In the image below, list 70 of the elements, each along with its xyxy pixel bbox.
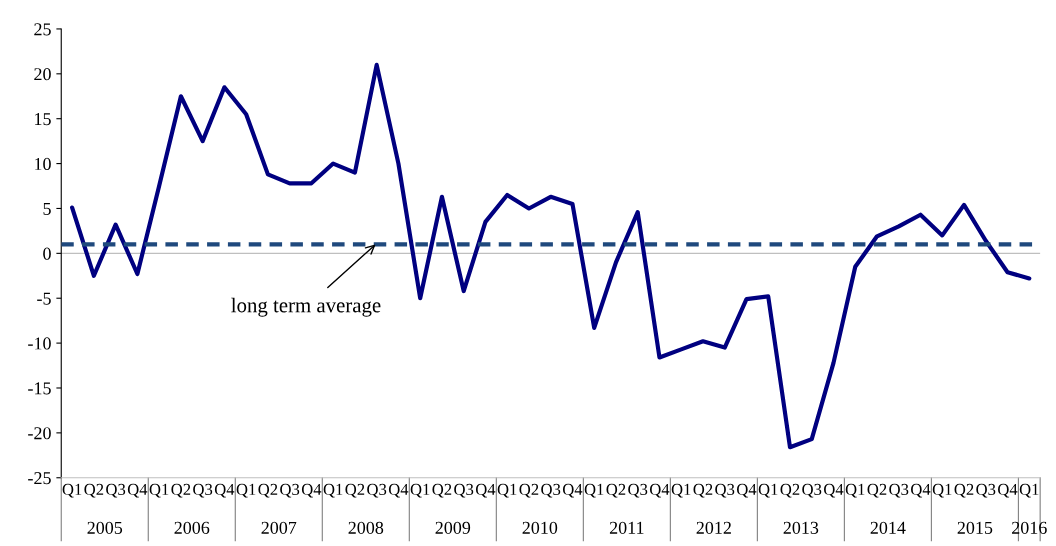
x-tick-label: Q2 [780,483,800,498]
y-tick-label: 0 [43,247,51,260]
x-tick-label: Q1 [62,483,82,498]
y-tick-label: 5 [43,202,51,215]
x-tick-label: Q1 [236,483,256,498]
x-tick-label: Q1 [1019,483,1039,498]
x-tick-label: Q4 [911,483,931,498]
text: 2015 [957,521,993,534]
x-tick-label: Q1 [323,483,343,498]
x-tick-label: Q4 [649,483,670,498]
text: 2011 [609,521,644,534]
x-tick-label: Q1 [584,483,604,498]
x-tick-label: Q1 [845,483,865,498]
text: 2005 [87,521,123,534]
x-tick-label: Q3 [628,483,648,498]
x-tick-label: Q3 [889,483,909,498]
x-tick-label: Q3 [802,483,822,498]
x-tick-label: Q1 [149,483,169,498]
x-tick-label: Q4 [824,483,844,498]
x-tick-label: Q3 [454,483,474,498]
x-tick-label: Q3 [715,483,735,498]
x-tick-label: Q4 [998,483,1018,498]
y-tick-label: -10 [28,337,51,350]
x-tick-label: Q3 [280,483,300,498]
x-tick-label: Q1 [410,483,430,498]
text: 2014 [870,521,906,534]
x-tick-label: Q2 [867,483,887,498]
text: 2007 [261,521,297,534]
x-tick-label: Q2 [84,483,104,498]
y-tick-label: 10 [35,157,51,171]
text: 2009 [435,521,471,534]
x-tick-label: Q4 [127,483,148,498]
x-tick-label: Q3 [367,483,387,498]
x-tick-label: Q2 [519,483,539,498]
text: 2013 [783,521,819,534]
y-tick-label: -20 [28,427,51,440]
text: 2010 [522,521,558,534]
text: 2006 [174,521,210,534]
x-tick-label: Q1 [497,483,517,498]
y-tick-label: -25 [28,472,51,485]
x-tick-label: Q3 [976,483,996,498]
line-series [70,62,1032,450]
y-tick-label: -5 [37,292,51,305]
text: 2008 [348,521,384,534]
y-tick-label: 20 [34,68,51,81]
y-tick-label: 25 [34,23,51,36]
x-tick-label: Q1 [758,483,778,498]
x-tick-label: Q2 [258,483,278,498]
x-tick-label: Q2 [345,483,365,498]
x-tick-label: Q4 [562,483,583,498]
x-tick-label: Q3 [106,483,126,498]
x-tick-label: Q2 [171,483,191,498]
x-tick-label: Q1 [671,483,691,498]
ref-line-label: long term average [231,297,381,317]
x-tick-label: Q4 [736,483,757,498]
x-tick-label: Q2 [606,483,626,498]
x-tick-label: Q4 [214,483,235,498]
text: 2016 [1012,521,1047,534]
x-tick-label: Q3 [193,483,213,498]
x-tick-label: Q2 [693,483,713,498]
x-tick-label: Q1 [932,483,952,498]
y-tick-label: -15 [28,382,51,395]
text: 2012 [696,521,731,534]
x-tick-label: Q2 [432,483,452,498]
x-tick-label: Q4 [388,483,409,498]
x-tick-label: Q4 [475,483,496,498]
x-tick-label: Q4 [301,483,322,498]
x-tick-label: Q2 [954,483,974,498]
y-tick-label: 15 [35,113,51,126]
x-tick-label: Q3 [541,483,561,498]
